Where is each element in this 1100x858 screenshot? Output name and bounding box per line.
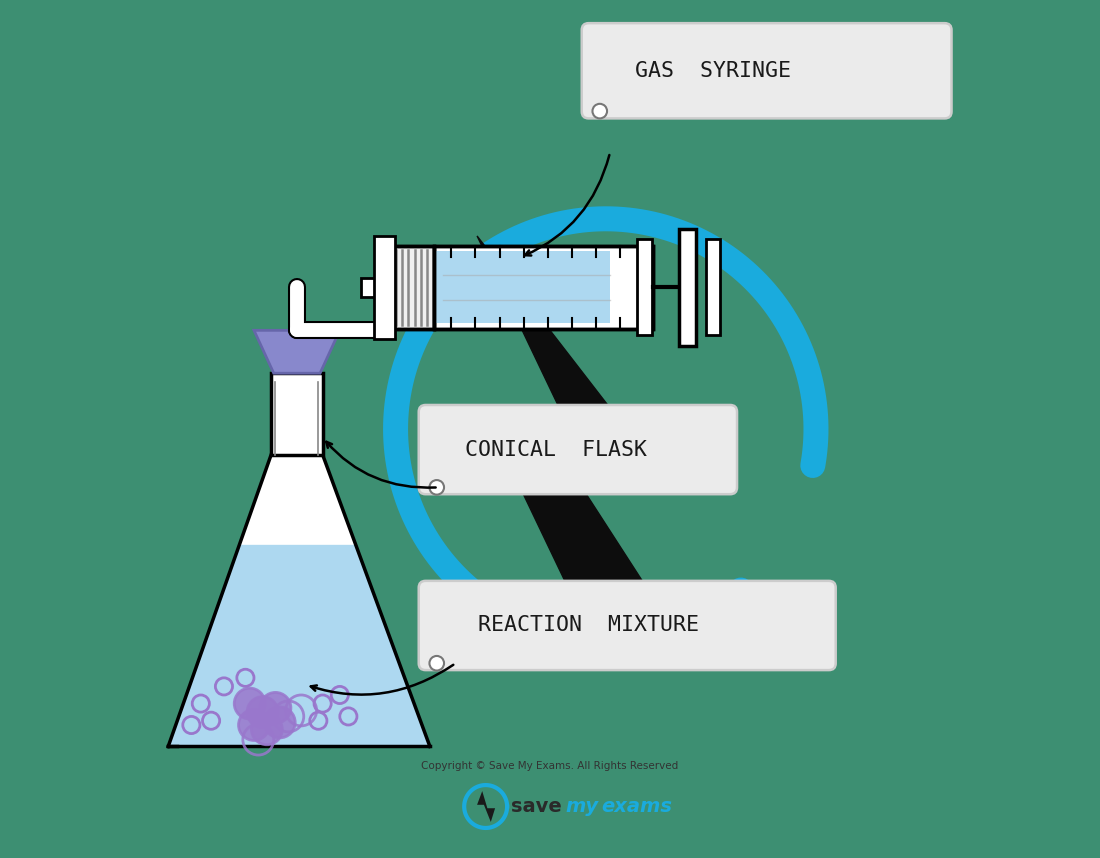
Text: Copyright © Save My Exams. All Rights Reserved: Copyright © Save My Exams. All Rights Re…	[421, 761, 679, 771]
Polygon shape	[168, 545, 430, 746]
Circle shape	[234, 688, 265, 719]
Polygon shape	[168, 455, 430, 746]
Bar	[637, 239, 652, 335]
Circle shape	[593, 104, 607, 118]
Bar	[434, 246, 653, 329]
Text: save: save	[512, 797, 562, 816]
Polygon shape	[477, 236, 674, 631]
Bar	[374, 236, 395, 339]
Circle shape	[248, 697, 278, 728]
Bar	[706, 239, 719, 335]
Circle shape	[429, 480, 444, 494]
Circle shape	[260, 692, 290, 723]
Bar	[436, 251, 610, 323]
Circle shape	[429, 656, 444, 671]
Bar	[679, 229, 696, 346]
Text: CONICAL  FLASK: CONICAL FLASK	[465, 439, 647, 460]
Bar	[383, 246, 434, 329]
Text: exams: exams	[602, 797, 672, 816]
FancyBboxPatch shape	[419, 581, 836, 670]
Text: REACTION  MIXTURE: REACTION MIXTURE	[478, 615, 698, 636]
Text: GAS  SYRINGE: GAS SYRINGE	[635, 61, 791, 81]
Polygon shape	[477, 791, 495, 822]
FancyBboxPatch shape	[582, 23, 952, 118]
Text: my: my	[565, 797, 598, 816]
Polygon shape	[254, 330, 340, 373]
Bar	[361, 278, 383, 297]
Bar	[434, 246, 653, 329]
Bar	[271, 373, 322, 455]
Bar	[383, 246, 434, 329]
FancyBboxPatch shape	[419, 405, 737, 494]
Circle shape	[264, 707, 295, 738]
Circle shape	[252, 714, 283, 745]
Circle shape	[239, 710, 270, 740]
